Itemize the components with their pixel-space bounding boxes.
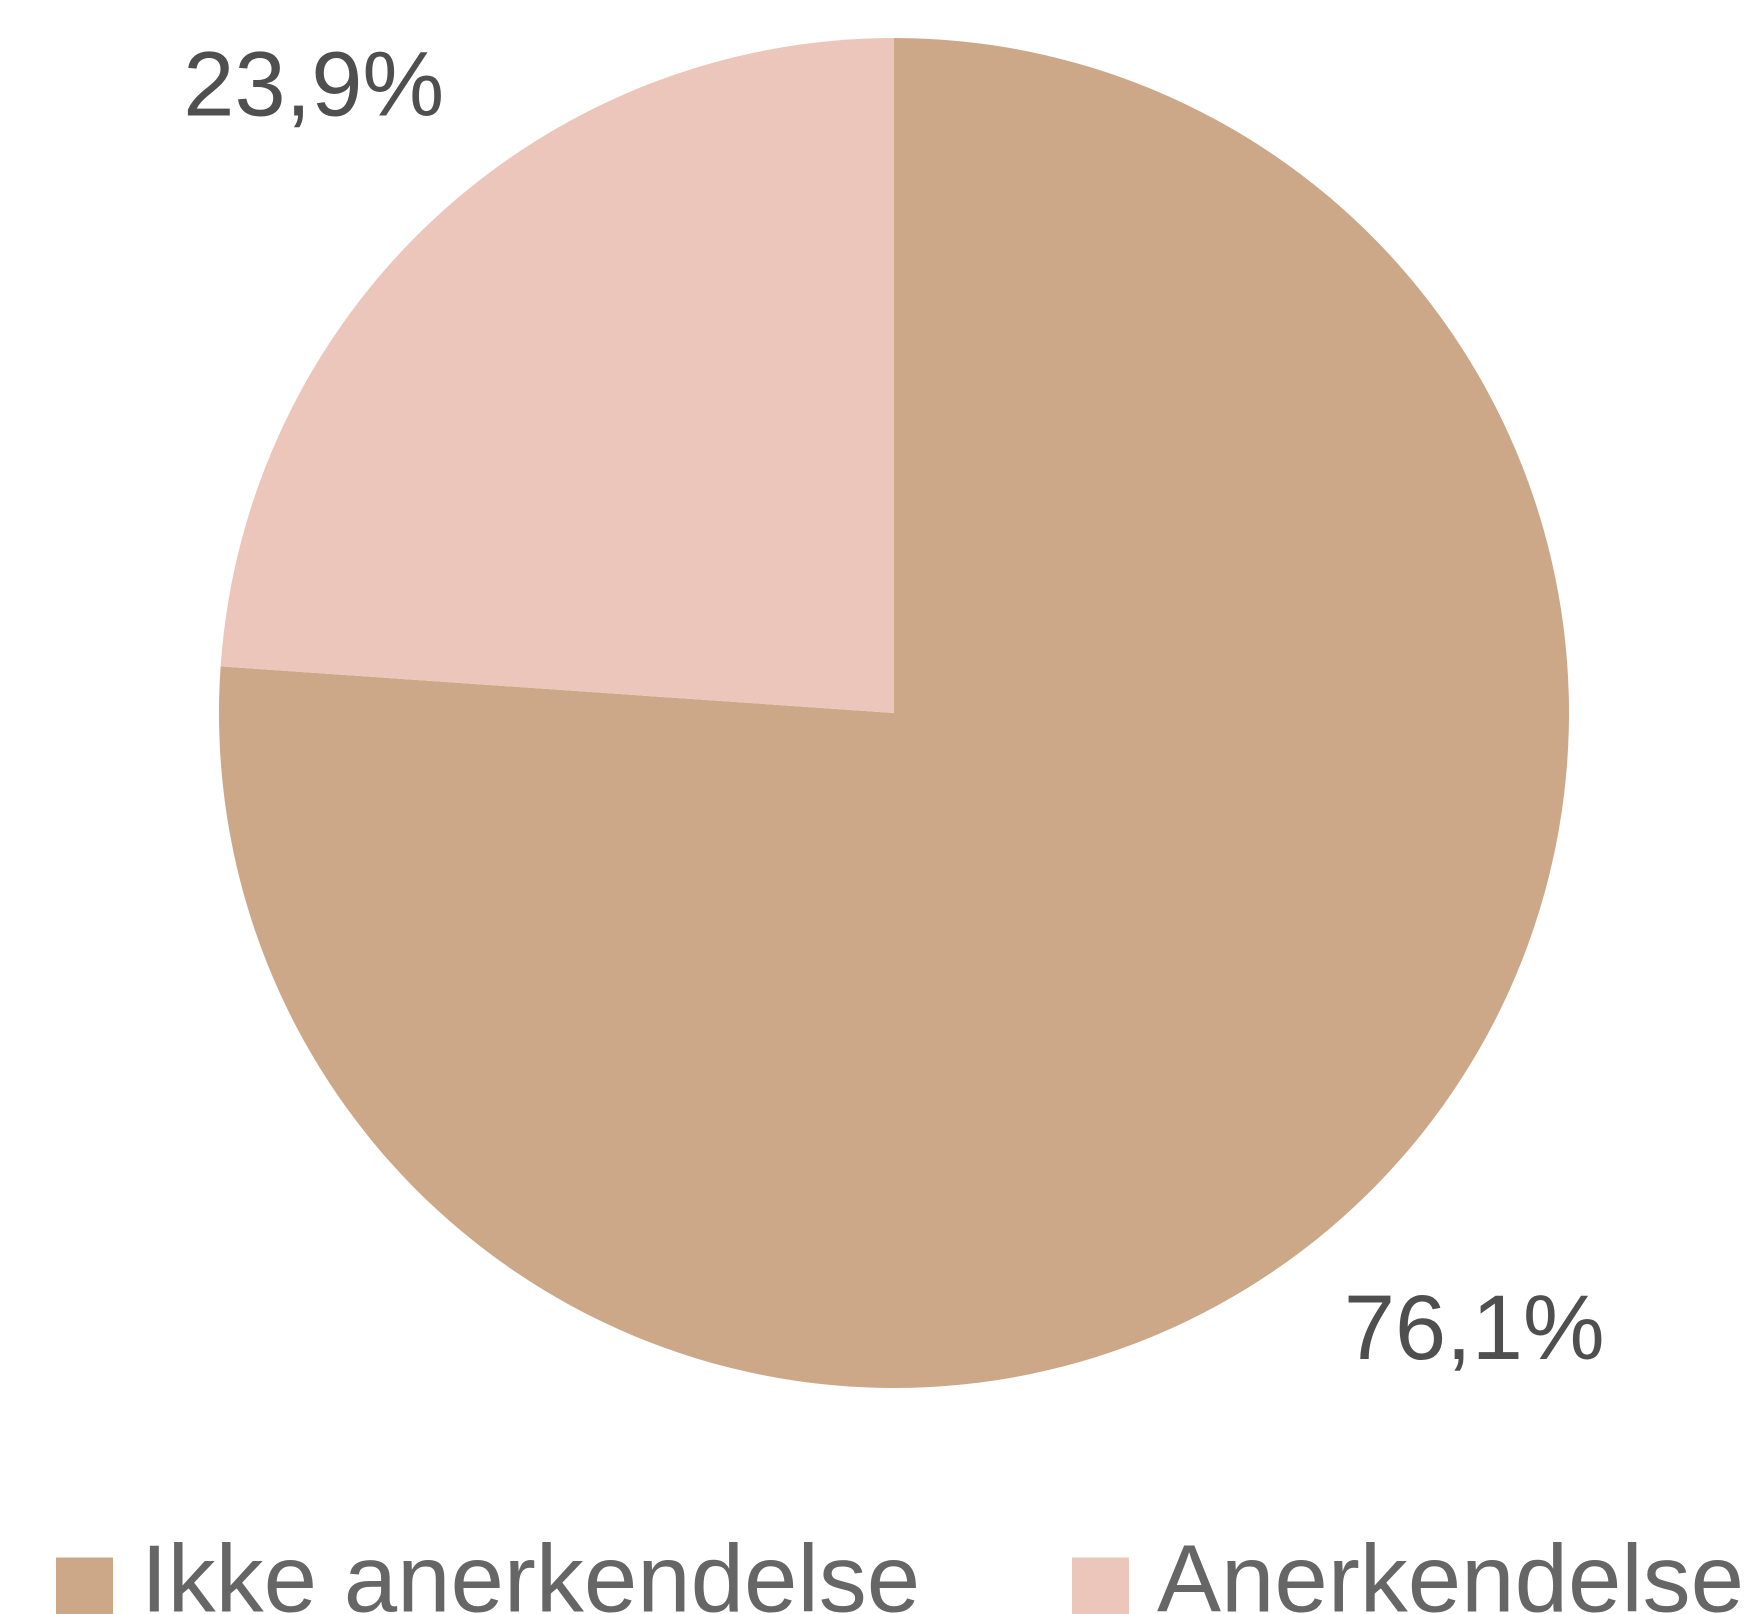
legend-label: Ikke anerkendelse <box>141 1525 920 1614</box>
legend-label: Anerkendelse <box>1157 1525 1744 1614</box>
pie-slice <box>220 38 894 713</box>
value-label: 76,1% <box>1344 1277 1605 1379</box>
legend-swatch <box>56 1557 113 1614</box>
legend-swatch <box>1072 1557 1129 1614</box>
pie-slice <box>219 38 1570 1388</box>
value-label: 23,9% <box>183 33 444 135</box>
